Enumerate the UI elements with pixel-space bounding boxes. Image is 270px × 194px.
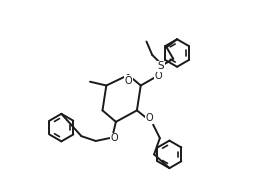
Text: O: O [154,71,162,81]
Text: S: S [157,61,164,71]
Text: O: O [124,76,132,86]
Text: O: O [111,133,119,144]
Text: O: O [145,113,153,123]
